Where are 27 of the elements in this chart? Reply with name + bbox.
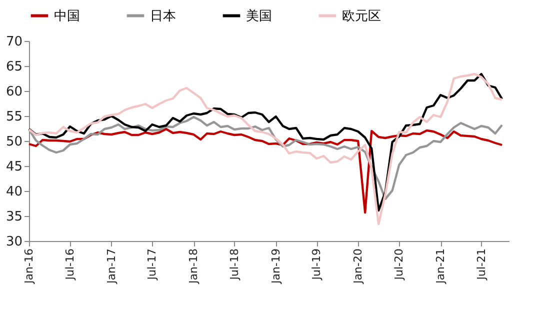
x-tick-label: Jul-18 (228, 248, 241, 281)
legend-label: 欧元区 (342, 8, 381, 24)
x-tick-label: Jul-20 (392, 248, 406, 281)
legend-label: 日本 (150, 8, 176, 24)
y-tick-label: 55 (6, 110, 22, 124)
y-tick-label: 70 (6, 34, 22, 50)
y-tick-label: 30 (6, 234, 22, 250)
y-tick-label: 35 (6, 210, 22, 224)
x-tick-label: Jan-21 (434, 248, 448, 284)
x-tick-label: Jul-19 (310, 248, 324, 281)
y-tick-label: 60 (6, 84, 22, 100)
legend-label: 中国 (54, 8, 80, 24)
line-series (28, 128, 504, 214)
x-tick-label: Jan-18 (187, 248, 200, 284)
line-series (28, 116, 504, 200)
x-tick-label: Jan-17 (104, 248, 118, 284)
legend-label: 美国 (246, 8, 272, 24)
x-tick-label: Jul-16 (63, 248, 76, 281)
x-tick-label: Jul-17 (146, 248, 159, 281)
x-tick-label: Jan-16 (22, 248, 36, 284)
y-tick-label: 65 (6, 60, 22, 74)
y-tick-label: 40 (6, 184, 22, 200)
y-tick-label: 45 (6, 160, 22, 174)
x-tick-label: Jan-19 (269, 248, 282, 284)
x-tick-label: Jul-21 (474, 248, 488, 281)
y-tick-label: 50 (6, 134, 22, 150)
x-tick-label: Jan-20 (352, 248, 365, 284)
